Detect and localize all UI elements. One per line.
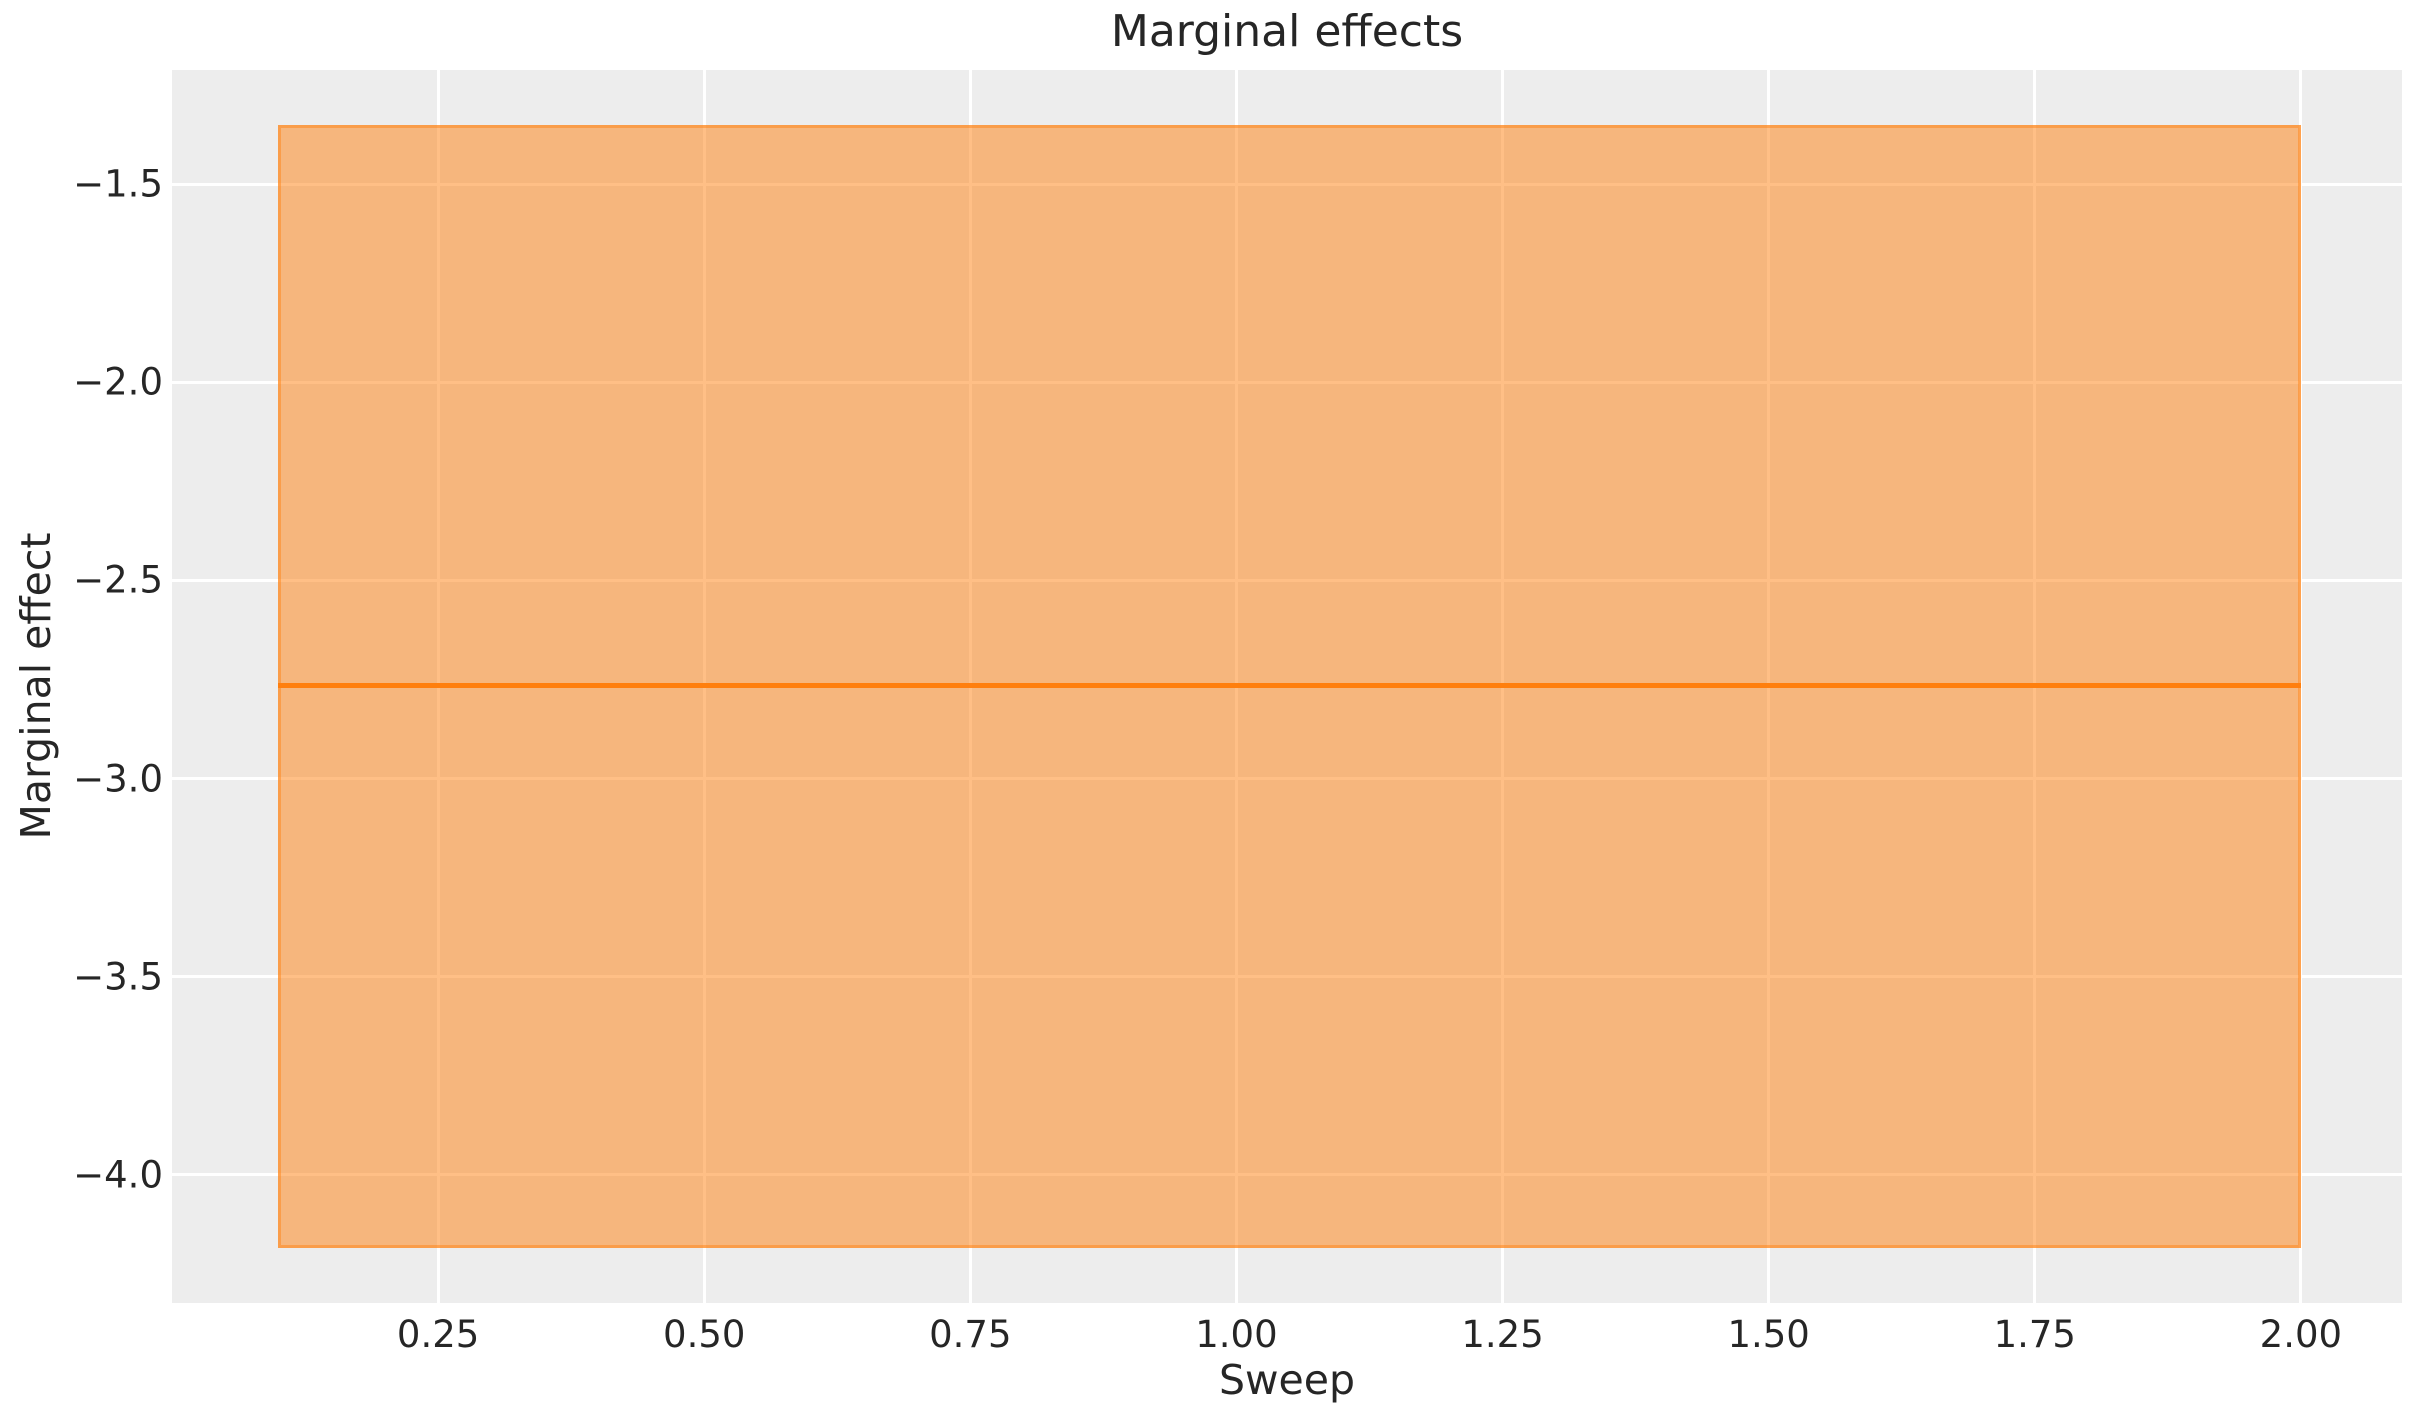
y-tick-label: −4.0 xyxy=(73,1153,163,1197)
x-tick-label: 1.00 xyxy=(1195,1313,1278,1356)
y-tick-label: −3.5 xyxy=(73,955,163,999)
y-tick-label: −2.5 xyxy=(73,558,163,602)
x-tick-label: 0.50 xyxy=(663,1313,746,1356)
x-tick-label: 1.75 xyxy=(1993,1313,2076,1356)
x-tick-label: 1.50 xyxy=(1727,1313,1810,1356)
y-tick-label: −2.0 xyxy=(73,360,163,404)
x-tick-label: 0.75 xyxy=(929,1313,1012,1356)
x-tick-label: 0.25 xyxy=(396,1313,480,1356)
y-tick-label: −1.5 xyxy=(73,162,163,206)
chart-title: Marginal effects xyxy=(1110,6,1464,57)
y-tick-label: −3.0 xyxy=(73,757,163,801)
x-axis-label: Sweep xyxy=(1218,1356,1356,1404)
marginal-effect-line xyxy=(278,683,2301,688)
y-axis-label: Marginal effect xyxy=(12,532,60,840)
x-tick-label: 2.00 xyxy=(2259,1313,2343,1356)
plot-area xyxy=(172,70,2402,1303)
x-gridline xyxy=(2299,70,2303,1303)
x-tick-label: 1.25 xyxy=(1461,1313,1544,1356)
